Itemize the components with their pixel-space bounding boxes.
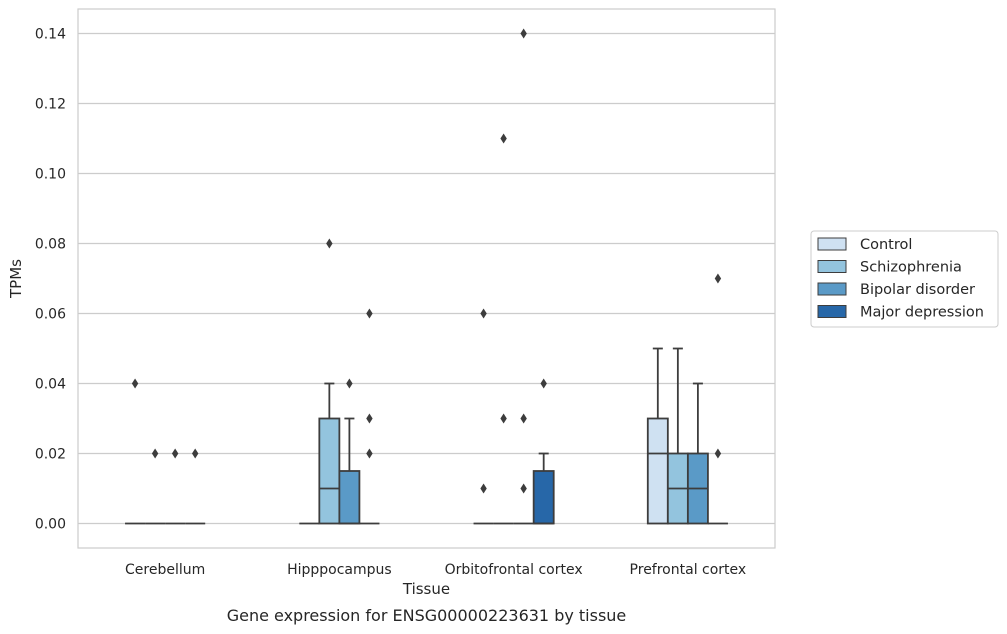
box-iqr [532,470,555,525]
box [165,448,186,525]
box [359,308,380,525]
box [473,308,494,525]
outlier-point [366,308,373,319]
box-iqr [338,470,361,525]
x-tick-label: Cerebellum [125,562,205,578]
outlier-point [171,448,179,459]
y-tick-label: 0.12 [35,97,66,113]
y-tick-label: 0.02 [35,447,66,463]
outlier-point [131,378,139,389]
chart-caption: Gene expression for ENSG00000223631 by t… [227,606,627,625]
outlier-point [520,413,527,424]
legend-label: Major depression [860,305,984,321]
outlier-point [366,413,373,424]
legend-item: Control [817,237,912,253]
series-schizophrenia [145,133,689,525]
y-tick-label: 0.14 [35,27,66,43]
box [185,448,206,525]
x-tick-label: Hipppocampus [287,562,392,578]
legend-label: Bipolar disorder [860,282,975,298]
outlier-point [346,378,353,389]
box [318,238,341,525]
outlier-point [520,483,527,494]
series-control [125,308,669,525]
box [532,378,555,525]
legend: Control Schizophrenia Bipolar disorder Majo… [810,230,999,328]
x-tick-label: Prefrontal cortex [630,562,747,578]
series-bipolar-disorder [165,28,709,525]
box-iqr [646,417,669,525]
y-tick-label: 0.04 [35,377,66,393]
legend-item: Major depression [817,305,984,321]
series-major-depression [185,273,728,525]
x-tick-labels: Cerebellum Hipppocampus Orbitofrontal cort… [125,562,746,578]
plot-frame [77,8,776,549]
legend-swatch [817,260,847,273]
outlier-point [191,448,199,459]
box [646,347,669,525]
outlier-point [500,133,507,144]
legend-swatch [817,237,847,251]
box [145,448,166,525]
outlier-point [500,413,507,424]
outlier-point [520,28,527,39]
legend-swatch [817,282,847,296]
outlier-point [480,483,487,494]
outlier-point [366,448,373,459]
y-tick-label: 0.06 [35,307,66,323]
box [707,273,728,525]
y-tick-label: 0.10 [35,167,66,183]
legend-swatch [817,305,847,318]
y-tick-label: 0.00 [35,517,66,533]
box-iqr [318,417,341,525]
x-axis-label: Tissue [402,580,450,598]
box [513,28,534,525]
box [338,378,361,525]
y-tick-label: 0.08 [35,237,66,253]
legend-item: Bipolar disorder [817,282,975,298]
outlier-point [714,273,722,284]
y-axis-label: TPMs [7,259,25,299]
legend-frame [810,230,999,328]
box [686,382,709,525]
box-series [125,28,728,525]
outlier-point [480,308,487,319]
y-tick-labels: 0.00 0.02 0.04 0.06 0.08 0.10 0.12 0.14 [35,27,66,533]
outlier-point [151,448,159,459]
grid-lines [78,32,775,525]
box [493,133,514,525]
outlier-point [326,238,333,249]
legend-label: Control [860,237,912,253]
x-tick-label: Orbitofrontal cortex [445,562,583,578]
box [125,378,146,525]
outlier-point [714,448,722,459]
legend-item: Schizophrenia [817,260,962,276]
outlier-point [540,378,547,389]
legend-label: Schizophrenia [860,260,962,276]
box [666,347,689,525]
